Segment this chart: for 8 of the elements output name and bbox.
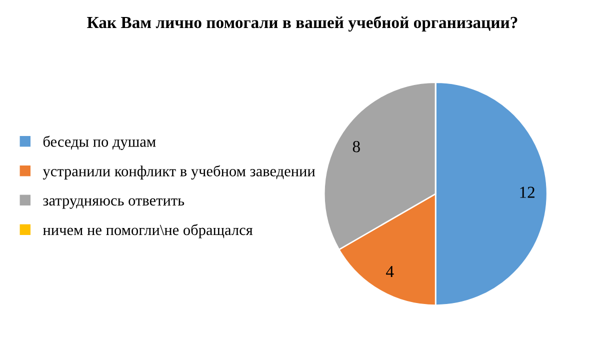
chart-title: Как Вам лично помогали в вашей учебной организации? [87, 16, 518, 32]
data-label: 8 [352, 141, 360, 152]
legend-label: устранили конфликт в учебном заведении [42, 165, 316, 180]
data-label: 12 [520, 186, 534, 198]
legend-label: беседы по душам [43, 136, 156, 150]
legend-label: ничем не помогли\не обращался [42, 224, 253, 238]
legend-label: затрудняюсь ответить [43, 198, 184, 209]
data-label: 4 [386, 266, 394, 278]
